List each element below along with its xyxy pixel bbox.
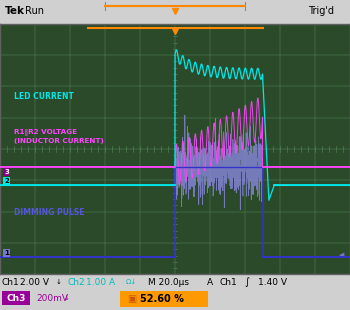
- Text: Ch3: Ch3: [6, 294, 26, 303]
- Text: DIMMING PULSE: DIMMING PULSE: [14, 209, 84, 218]
- Text: 3: 3: [4, 169, 9, 175]
- Text: ◀: ◀: [340, 253, 345, 259]
- Text: M 20.0µs: M 20.0µs: [148, 278, 189, 287]
- Text: Ch1: Ch1: [2, 278, 20, 287]
- Text: Tek: Tek: [5, 7, 25, 16]
- Text: Ch2: Ch2: [68, 278, 86, 287]
- Text: Run: Run: [25, 7, 44, 16]
- Bar: [2, 291, 30, 305]
- Text: Ω↓: Ω↓: [126, 279, 137, 285]
- Text: ∫: ∫: [244, 277, 249, 287]
- Text: 1.40 V: 1.40 V: [258, 278, 287, 287]
- Text: Trig'd: Trig'd: [308, 7, 334, 16]
- Text: 2.00 V: 2.00 V: [20, 278, 49, 287]
- Text: LED CURRENT: LED CURRENT: [14, 92, 74, 101]
- Text: 2: 2: [4, 178, 9, 184]
- Text: R1‖R2 VOLTAGE
(INDUCTOR CURRENT): R1‖R2 VOLTAGE (INDUCTOR CURRENT): [14, 129, 104, 144]
- Text: Ch1: Ch1: [220, 278, 238, 287]
- Text: 52.60 %: 52.60 %: [140, 294, 184, 304]
- Text: ▣: ▣: [127, 294, 136, 304]
- Text: 1: 1: [4, 250, 9, 255]
- Text: ↓: ↓: [64, 295, 70, 301]
- Text: ↓: ↓: [56, 279, 62, 285]
- Text: 200mV: 200mV: [36, 294, 68, 303]
- Text: 1.00 A: 1.00 A: [86, 278, 115, 287]
- Bar: [120, 291, 208, 307]
- Text: A: A: [207, 278, 213, 287]
